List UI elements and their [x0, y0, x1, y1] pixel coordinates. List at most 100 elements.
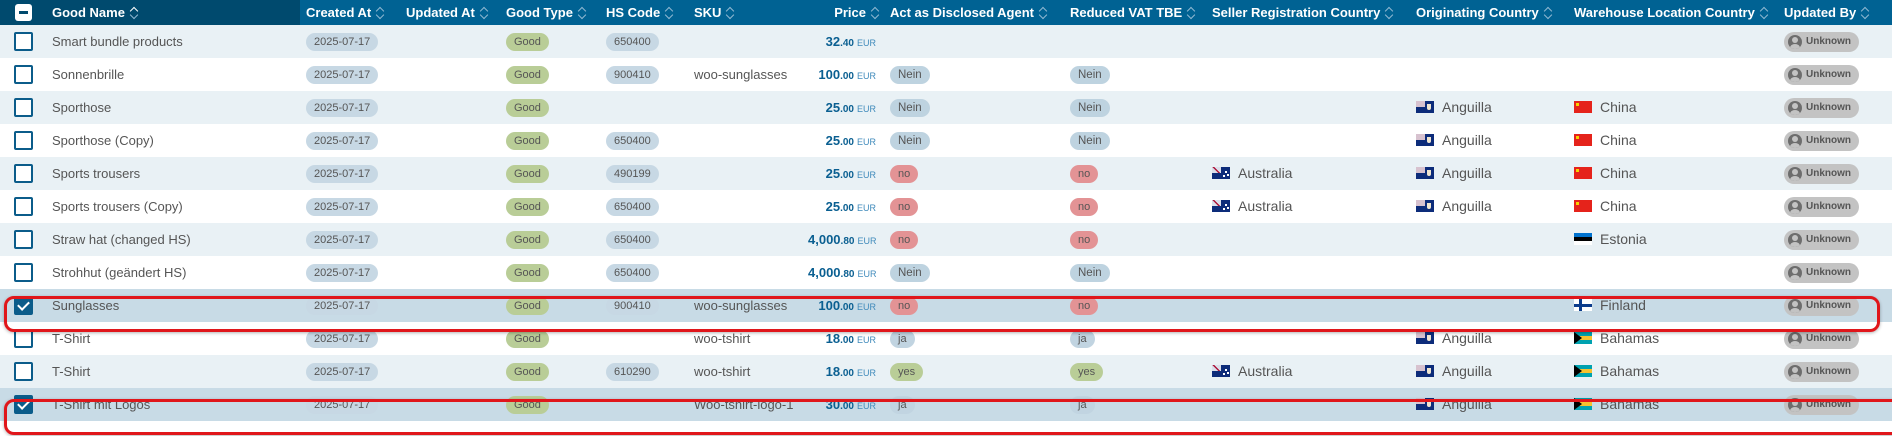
table-row[interactable]: T-Shirt 2025-07-17 Good woo-tshirt 18.00 EUR j… [0, 322, 1892, 355]
col-price[interactable]: Price [802, 0, 884, 25]
table-row[interactable]: Smart bundle products 2025-07-17 Good 65040… [0, 25, 1892, 58]
sort-icon[interactable] [1186, 6, 1196, 20]
col-updated-by[interactable]: Updated By [1778, 0, 1892, 25]
updated-by-cell: Unknown [1778, 25, 1892, 58]
table-row[interactable]: T-Shirt 2025-07-17 Good 610290 woo-tshirt 18.… [0, 355, 1892, 388]
good-name[interactable]: Sunglasses [52, 298, 120, 313]
good-name[interactable]: T-Shirt [52, 331, 91, 346]
table-row[interactable]: Sunglasses 2025-07-17 Good 900410 woo-sungla… [0, 289, 1892, 322]
select-all-header[interactable] [0, 0, 46, 25]
sort-icon[interactable] [725, 6, 735, 20]
good-name[interactable]: T-Shirt [52, 364, 91, 379]
price-cell: 25.00 EUR [802, 190, 884, 223]
created-at-cell: 2025-07-17 [300, 157, 400, 190]
sort-icon[interactable] [1759, 6, 1769, 20]
table-row[interactable]: T-Shirt mit Logos 2025-07-17 Good Woo-tshir… [0, 388, 1892, 421]
good-name[interactable]: T-Shirt mit Logos [52, 397, 151, 412]
table-row[interactable]: Sports trousers (Copy) 2025-07-17 Good 6504… [0, 190, 1892, 223]
row-checkbox[interactable] [13, 164, 33, 183]
reduced-vat-cell: ja [1064, 388, 1206, 421]
sort-icon[interactable] [1038, 6, 1048, 20]
good-name[interactable]: Sonnenbrille [52, 67, 125, 82]
row-checkbox[interactable] [13, 131, 33, 150]
table-row[interactable]: Sporthose 2025-07-17 Good 25.00 EUR Nein Nein A… [0, 91, 1892, 124]
seller-country-cell [1206, 388, 1410, 421]
price-decimal: .00 [840, 71, 854, 82]
row-checkbox[interactable] [13, 197, 33, 216]
checkbox-cell[interactable] [0, 388, 46, 421]
checkbox-cell[interactable] [0, 91, 46, 124]
good-name[interactable]: Smart bundle products [52, 34, 183, 49]
sort-icon[interactable] [1543, 6, 1553, 20]
reduced-vat-cell: no [1064, 157, 1206, 190]
good-name[interactable]: Sporthose (Copy) [52, 133, 154, 148]
row-checkbox[interactable] [13, 263, 33, 282]
sort-icon[interactable] [375, 6, 385, 20]
sort-icon[interactable] [129, 6, 139, 20]
updated-by-cell: Unknown [1778, 256, 1892, 289]
table-row[interactable]: Sonnenbrille 2025-07-17 Good 900410 woo-sung… [0, 58, 1892, 91]
country-name: Anguilla [1442, 132, 1492, 148]
checkbox-cell[interactable] [0, 124, 46, 157]
checkbox-cell[interactable] [0, 289, 46, 322]
col-sku[interactable]: SKU [688, 0, 802, 25]
warehouse-country-cell: Finland [1568, 289, 1778, 322]
row-checkbox[interactable] [13, 329, 33, 348]
checkbox-cell[interactable] [0, 256, 46, 289]
good-name[interactable]: Sports trousers [52, 166, 141, 181]
sort-icon[interactable] [479, 6, 489, 20]
good-name[interactable]: Sports trousers (Copy) [52, 199, 183, 214]
col-disclosed-agent[interactable]: Act as Disclosed Agent [884, 0, 1064, 25]
sort-icon[interactable] [1384, 6, 1394, 20]
hs-code-cell: 650400 [600, 256, 688, 289]
checkbox-cell[interactable] [0, 223, 46, 256]
reduced-vat-cell: ja [1064, 322, 1206, 355]
hs-code-badge: 650400 [606, 197, 659, 216]
row-checkbox[interactable] [13, 98, 33, 117]
row-checkbox[interactable] [13, 65, 33, 84]
row-checkbox[interactable] [13, 296, 33, 315]
checkbox-cell[interactable] [0, 157, 46, 190]
table-row[interactable]: Strohhut (geändert HS) 2025-07-17 Good 6504… [0, 256, 1892, 289]
updated-by-badge: Unknown [1784, 229, 1859, 250]
col-originating-country[interactable]: Originating Country [1410, 0, 1568, 25]
country-name: China [1600, 165, 1637, 181]
checkbox-cell[interactable] [0, 322, 46, 355]
flag-icon [1416, 167, 1434, 179]
checkbox-cell[interactable] [0, 25, 46, 58]
sort-icon[interactable] [577, 6, 587, 20]
row-checkbox[interactable] [13, 395, 33, 414]
reduced-vat-cell [1064, 25, 1206, 58]
good-name[interactable]: Strohhut (geändert HS) [52, 265, 187, 280]
col-reduced-vat[interactable]: Reduced VAT TBE [1064, 0, 1206, 25]
good-name[interactable]: Straw hat (changed HS) [52, 232, 191, 247]
warehouse-country: China [1574, 99, 1637, 115]
col-warehouse-country[interactable]: Warehouse Location Country [1568, 0, 1778, 25]
select-all-checkbox[interactable] [14, 4, 32, 22]
checkbox-cell[interactable] [0, 190, 46, 223]
checkbox-cell[interactable] [0, 58, 46, 91]
col-good-name[interactable]: Good Name [46, 0, 300, 25]
col-label: Reduced VAT TBE [1070, 4, 1183, 20]
sort-icon[interactable] [1860, 6, 1870, 20]
checkbox-cell[interactable] [0, 355, 46, 388]
row-checkbox[interactable] [13, 362, 33, 381]
table-row[interactable]: Straw hat (changed HS) 2025-07-17 Good 6504… [0, 223, 1892, 256]
sort-icon[interactable] [870, 6, 880, 20]
originating-country-cell: Anguilla [1410, 91, 1568, 124]
price-cell: 25.00 EUR [802, 157, 884, 190]
col-created-at[interactable]: Created At [300, 0, 400, 25]
col-good-type[interactable]: Good Type [500, 0, 600, 25]
flag-icon [1574, 134, 1592, 146]
sku: woo-sunglasses [694, 298, 788, 313]
col-hs-code[interactable]: HS Code [600, 0, 688, 25]
good-name[interactable]: Sporthose [52, 100, 112, 115]
col-updated-at[interactable]: Updated At [400, 0, 500, 25]
row-checkbox[interactable] [13, 230, 33, 249]
table-row[interactable]: Sporthose (Copy) 2025-07-17 Good 650400 25.0… [0, 124, 1892, 157]
row-checkbox[interactable] [13, 32, 33, 51]
table-row[interactable]: Sports trousers 2025-07-17 Good 490199 25.00… [0, 157, 1892, 190]
col-seller-country[interactable]: Seller Registration Country [1206, 0, 1410, 25]
updated-by-cell: Unknown [1778, 322, 1892, 355]
sort-icon[interactable] [664, 6, 674, 20]
